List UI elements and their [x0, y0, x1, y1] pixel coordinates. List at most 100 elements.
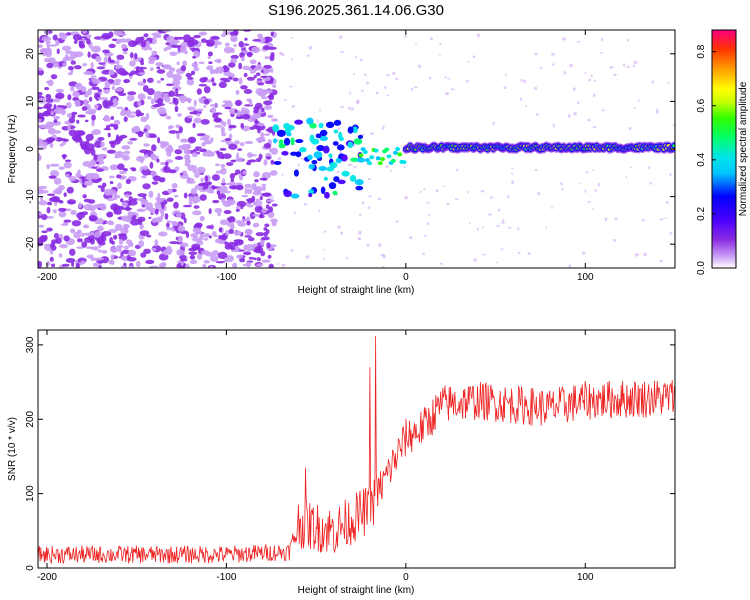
spectrogram-blob — [169, 51, 178, 56]
colorbar-tick-label: 0.8 — [696, 44, 707, 58]
spectrogram-blob — [179, 45, 187, 53]
spectrogram-blob — [94, 230, 101, 238]
spectrogram-blob — [253, 257, 257, 261]
spectrogram-blob — [313, 151, 323, 159]
spectrogram-blob — [177, 235, 183, 243]
spectrogram-blob — [368, 195, 372, 198]
spectrogram-blob — [337, 225, 341, 229]
spectrogram-blob — [46, 137, 56, 142]
spectrogram-blob — [196, 240, 204, 246]
spectrogram-blob — [221, 178, 226, 184]
spectrogram-blob — [53, 119, 58, 123]
spectrogram-blob — [174, 105, 179, 113]
spectrogram-blob — [489, 196, 493, 199]
spectrogram-blob — [64, 159, 72, 163]
spectrogram-blob — [77, 114, 86, 118]
spectrogram-blob — [495, 261, 498, 264]
spectrogram-blob — [454, 198, 459, 201]
spectrogram-blob — [137, 132, 144, 138]
spectrogram-blob — [252, 38, 262, 42]
spectrogram-blob — [537, 192, 541, 196]
spectrogram-blob — [333, 176, 340, 183]
spectrogram-blob — [151, 144, 157, 152]
spectrogram-blob — [140, 252, 147, 258]
spectrogram-blob — [270, 70, 275, 74]
spectrogram-blob — [573, 112, 577, 116]
spectrogram-blob — [176, 132, 180, 140]
spectrogram-blob — [172, 222, 179, 227]
spectrogram-blob — [192, 169, 198, 174]
spectrogram-blob — [323, 257, 326, 261]
spectrogram-blob — [136, 155, 145, 163]
spectrogram-blob — [588, 78, 592, 82]
spectrogram-blob — [74, 99, 81, 108]
spectrogram-blob — [127, 199, 138, 206]
spectrogram-blob — [166, 220, 173, 223]
spectrogram-blob — [235, 184, 244, 191]
spectrogram-blob — [180, 65, 187, 72]
spectrogram-blob — [308, 188, 314, 195]
spectrogram-blob — [45, 93, 52, 100]
spectrogram-blob — [196, 166, 206, 174]
spectrogram-blob — [167, 188, 173, 194]
spectrogram-blob — [108, 259, 114, 265]
spectrogram-blob — [110, 254, 115, 261]
spectrogram-blob — [370, 132, 374, 135]
spectrogram-blob — [268, 263, 274, 268]
spectrogram-blob — [492, 121, 495, 126]
spectrogram-blob — [375, 91, 379, 95]
spectrogram-blob — [81, 241, 88, 248]
spectrogram-blob — [157, 136, 161, 144]
spectrogram-blob — [122, 154, 130, 161]
spectrogram-blob — [98, 241, 106, 246]
spectrogram-blob — [299, 147, 307, 153]
snr-y-label: SNR (10 * v/v) — [7, 417, 18, 481]
spectrogram-blob — [147, 56, 158, 61]
spectrogram-blob — [278, 143, 286, 149]
spectrogram-blob — [140, 61, 144, 66]
spectrogram-blob — [286, 132, 292, 137]
spectrogram-blob — [63, 192, 67, 197]
spectrogram-blob — [266, 76, 271, 81]
spectrogram-blob — [111, 85, 115, 91]
spectrogram-blob — [254, 200, 263, 207]
spectrogram-blob — [276, 129, 286, 137]
spectrogram-blob — [212, 113, 219, 119]
y-tick-label: 0 — [25, 565, 36, 571]
spectrogram-blob — [228, 143, 238, 150]
spectrogram-x-ticks: -200 -100 0 100 — [37, 30, 594, 283]
spectrogram-blob — [220, 167, 227, 175]
spectrogram-blob — [380, 157, 386, 162]
spectrogram-blob — [364, 73, 367, 76]
spectrogram-blob — [197, 253, 203, 260]
spectrogram-blob — [593, 79, 596, 82]
spectrogram-blob — [577, 40, 581, 43]
spectrogram-blob — [184, 158, 191, 165]
spectrogram-blob — [535, 113, 540, 116]
x-tick-label: 0 — [403, 572, 409, 583]
spectrogram-blob — [230, 178, 235, 183]
spectrogram-blob — [71, 111, 78, 115]
spectrogram-blob — [175, 81, 181, 85]
spectrogram-blob — [246, 229, 252, 236]
spectrogram-blob — [120, 265, 127, 268]
spectrogram-blob — [177, 36, 184, 40]
spectrogram-blob — [38, 44, 43, 48]
spectrogram-blob — [354, 56, 357, 59]
spectrogram-blob — [511, 172, 514, 175]
spectrogram-blob — [203, 237, 209, 241]
spectrogram-blob — [125, 206, 131, 212]
spectrogram-blob — [511, 167, 514, 170]
spectrogram-blob — [200, 38, 207, 43]
spectrogram-blob — [248, 256, 255, 260]
spectrogram-blob — [629, 166, 632, 169]
spectrogram-blob — [211, 230, 217, 237]
spectrogram-blob — [249, 70, 256, 74]
spectrogram-blob — [239, 142, 245, 147]
spectrogram-blob — [173, 201, 179, 209]
spectrogram-blob — [377, 161, 383, 166]
spectrogram-blob — [156, 80, 161, 84]
spectrogram-blob — [572, 87, 576, 91]
spectrogram-blob — [166, 227, 175, 231]
spectrogram-blob — [168, 90, 176, 97]
